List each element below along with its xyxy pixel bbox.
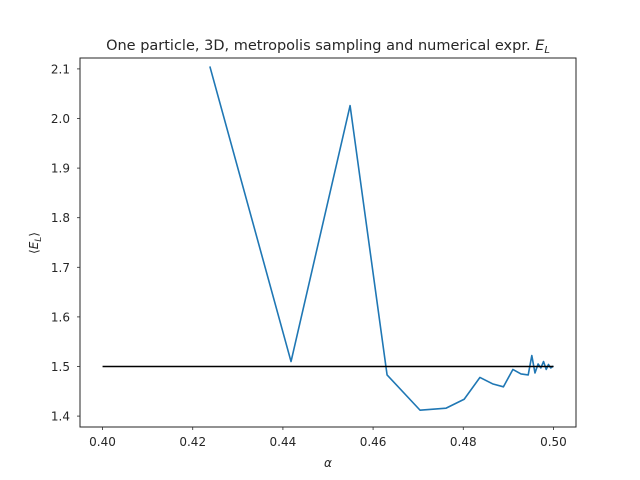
y-axis-ticks: 1.4 1.5 1.6 1.7 1.8 1.9 2.0 2.1 [51,62,80,424]
energy-series-line [209,66,554,411]
x-tick-label: 0.42 [179,435,206,449]
y-tick-label: 1.6 [51,310,70,324]
y-tick-label: 1.8 [51,211,70,225]
x-axis-ticks: 0.40 0.42 0.44 0.46 0.48 0.50 [89,427,567,449]
y-tick-label: 1.4 [51,410,70,424]
y-tick-label: 1.9 [51,162,70,176]
x-axis-label: α [324,456,332,470]
y-tick-label: 2.1 [51,62,70,76]
x-tick-label: 0.50 [540,435,567,449]
y-tick-label: 1.7 [51,261,70,275]
y-axis-label: ⟨EL⟩ [27,232,44,254]
series-layer [102,66,554,411]
x-tick-label: 0.40 [89,435,116,449]
y-tick-label: 2.0 [51,112,70,126]
plot-area [79,57,577,428]
x-tick-label: 0.44 [270,435,297,449]
y-tick-label: 1.5 [51,360,70,374]
x-tick-label: 0.48 [450,435,477,449]
chart-title: One particle, 3D, metropolis sampling an… [106,38,550,56]
x-tick-label: 0.46 [360,435,387,449]
